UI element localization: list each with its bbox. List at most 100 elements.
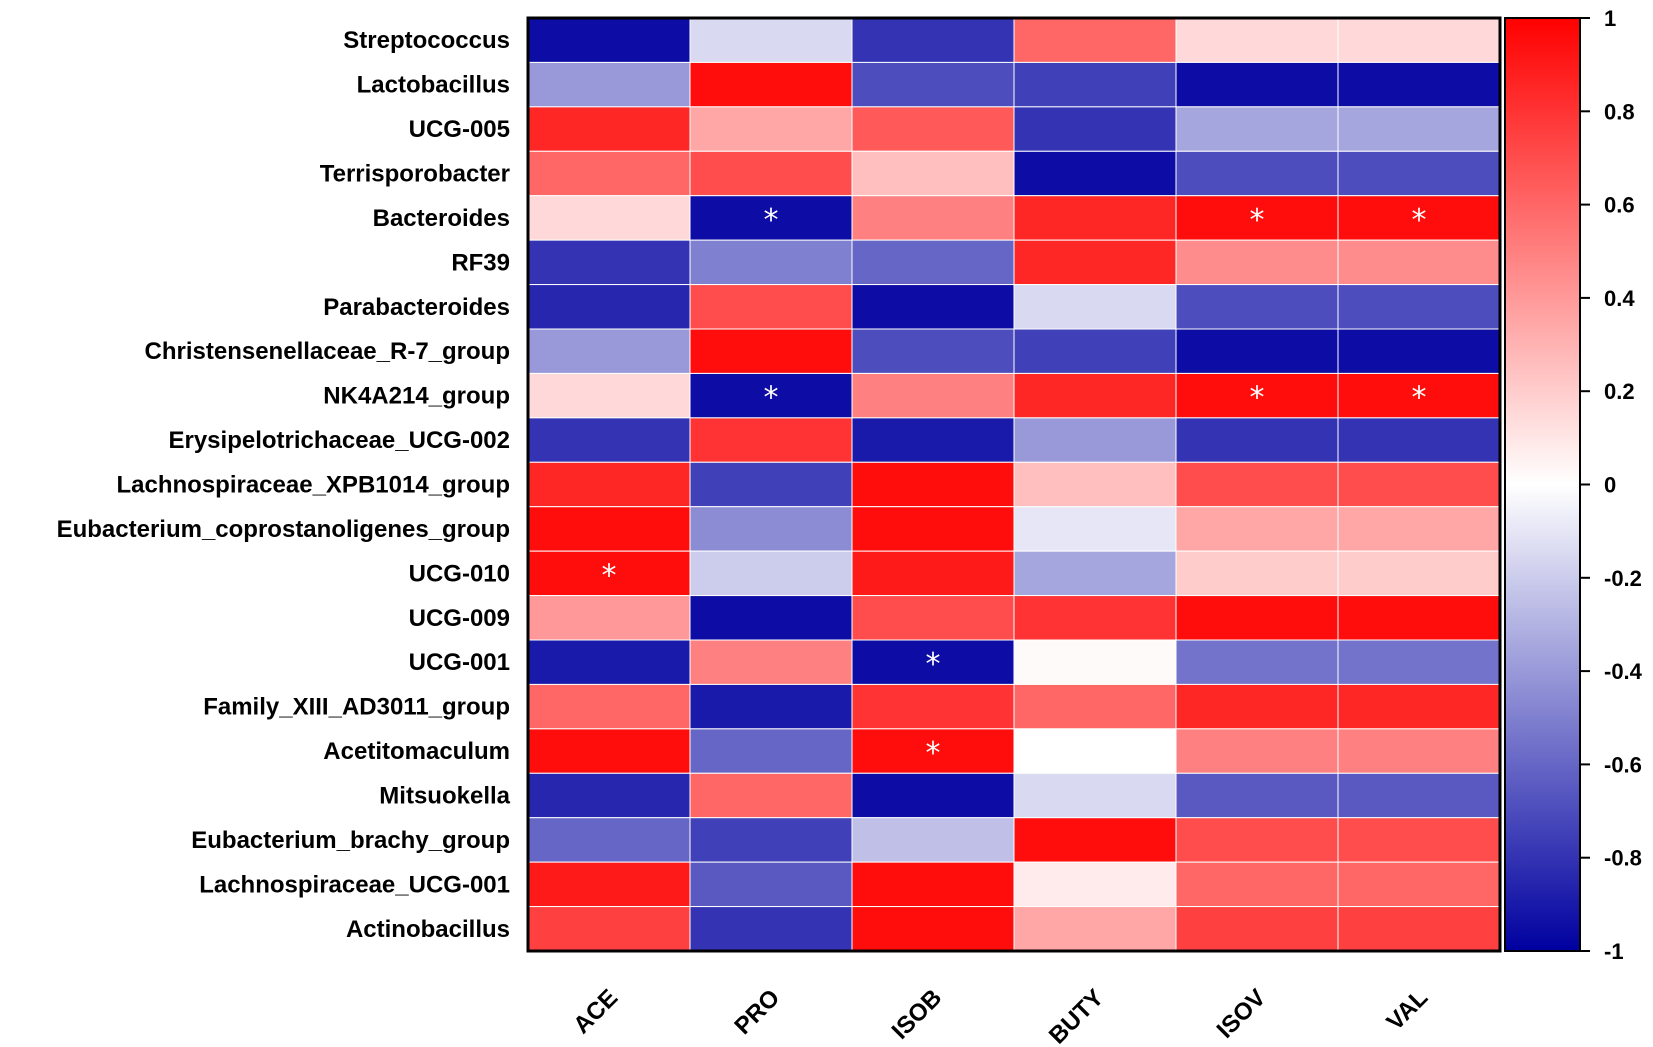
heatmap-cell [1175, 239, 1339, 286]
heatmap-cell [1013, 417, 1177, 463]
heatmap-cell [527, 817, 691, 863]
heatmap-cell [527, 861, 691, 908]
row-label: Mitsuokella [379, 783, 510, 810]
row-label: Family_XIII_AD3011_group [203, 694, 510, 721]
heatmap-cell [1337, 772, 1501, 819]
heatmap-cell [1175, 461, 1339, 508]
heatmap-cell [1175, 683, 1339, 730]
heatmap-cell [1175, 284, 1339, 330]
significance-marker: * [926, 647, 941, 682]
heatmap-cell [527, 328, 691, 374]
heatmap-cell [851, 150, 1015, 197]
heatmap-cell [851, 417, 1015, 463]
heatmap-cell [527, 461, 691, 508]
heatmap-cell [527, 595, 691, 641]
heatmap-cell [527, 906, 691, 952]
heatmap-cell [689, 17, 853, 63]
colorbar-tick-label: -1 [1604, 939, 1624, 964]
heatmap-cell [527, 417, 691, 463]
heatmap-cell [527, 150, 691, 197]
row-label: UCG-001 [409, 649, 510, 676]
heatmap-cell [1175, 595, 1339, 641]
heatmap-cell [851, 817, 1015, 863]
column-label: BUTY [1044, 984, 1109, 1047]
heatmap-cell [1175, 195, 1339, 241]
heatmap-cell [689, 372, 853, 419]
heatmap-cell [527, 683, 691, 730]
row-label: UCG-009 [409, 605, 510, 632]
colorbar-ticks: 1 0.8 0.6 0.4 0.2 0 -0.2 -0.4 -0.6 -0.8 -1 [1580, 6, 1643, 964]
heatmap-cell [1175, 17, 1339, 63]
significance-marker: * [1250, 203, 1265, 238]
column-label: ACE [568, 984, 623, 1039]
heatmap-cell [689, 861, 853, 908]
heatmap-cell [1175, 150, 1339, 197]
colorbar-tick-label: 0.2 [1604, 379, 1635, 404]
heatmap-cell [1337, 506, 1501, 552]
heatmap-cells: * * * * * * * * * [527, 17, 1501, 952]
heatmap-cell [1175, 106, 1339, 152]
heatmap-cell [1175, 861, 1339, 908]
heatmap-cell [1337, 817, 1501, 863]
heatmap-cell [527, 772, 691, 819]
column-label: ISOV [1212, 984, 1272, 1044]
heatmap-cell [1337, 550, 1501, 597]
heatmap-cell [527, 61, 691, 108]
heatmap-cell [527, 106, 691, 152]
row-label: Eubacterium_brachy_group [191, 827, 510, 854]
heatmap-cell [527, 17, 691, 63]
colorbar-tick-label: -0.8 [1604, 846, 1642, 871]
heatmap-cell [1337, 328, 1501, 374]
heatmap-cell [1337, 284, 1501, 330]
heatmap-cell [1337, 728, 1501, 774]
heatmap-cell [1337, 461, 1501, 508]
row-label: UCG-005 [409, 116, 510, 143]
colorbar-tick-label: -0.2 [1604, 566, 1642, 591]
heatmap-cell [1013, 683, 1177, 730]
heatmap-cell [689, 772, 853, 819]
heatmap-cell [689, 906, 853, 952]
heatmap-cell [689, 106, 853, 152]
row-label: UCG-010 [409, 560, 510, 587]
heatmap-cell [851, 61, 1015, 108]
heatmap-cell [689, 417, 853, 463]
heatmap-cell [689, 595, 853, 641]
heatmap-cell [851, 550, 1015, 597]
significance-marker: * [1250, 381, 1265, 416]
heatmap-cell [1337, 861, 1501, 908]
heatmap-cell [689, 195, 853, 241]
heatmap-cell [851, 595, 1015, 641]
colorbar-tick-label: -0.4 [1604, 659, 1643, 684]
column-label: ISOB [887, 984, 948, 1045]
significance-marker: * [1412, 203, 1427, 238]
heatmap-cell [689, 639, 853, 685]
heatmap-cell [1175, 550, 1339, 597]
heatmap-cell [689, 284, 853, 330]
heatmap-cell [851, 906, 1015, 952]
colorbar-tick-label: -0.6 [1604, 752, 1642, 777]
column-labels: ACE PRO ISOB BUTY ISOV VAL [568, 984, 1433, 1047]
significance-marker: * [1412, 381, 1427, 416]
row-label: Acetitomaculum [323, 738, 510, 765]
heatmap-cell [527, 239, 691, 286]
row-label: Lachnospiraceae_UCG-001 [199, 871, 510, 898]
heatmap-cell [851, 861, 1015, 908]
heatmap-cell [1013, 195, 1177, 241]
heatmap-cell [1013, 817, 1177, 863]
heatmap-cell [1175, 506, 1339, 552]
heatmap-cell [1013, 284, 1177, 330]
column-label: PRO [729, 984, 785, 1040]
heatmap-cell [1013, 461, 1177, 508]
heatmap-cell [1013, 150, 1177, 197]
heatmap-cell [527, 728, 691, 774]
row-label: RF39 [451, 249, 510, 276]
row-label: Erysipelotrichaceae_UCG-002 [168, 427, 510, 454]
plot-frame [526, 16, 1502, 953]
heatmap-cell [527, 195, 691, 241]
colorbar-tick-label: 0.6 [1604, 193, 1635, 218]
row-label: NK4A214_group [323, 383, 510, 410]
significance-marker: * [926, 736, 941, 771]
heatmap-cell [851, 372, 1015, 419]
heatmap-cell [1013, 61, 1177, 108]
